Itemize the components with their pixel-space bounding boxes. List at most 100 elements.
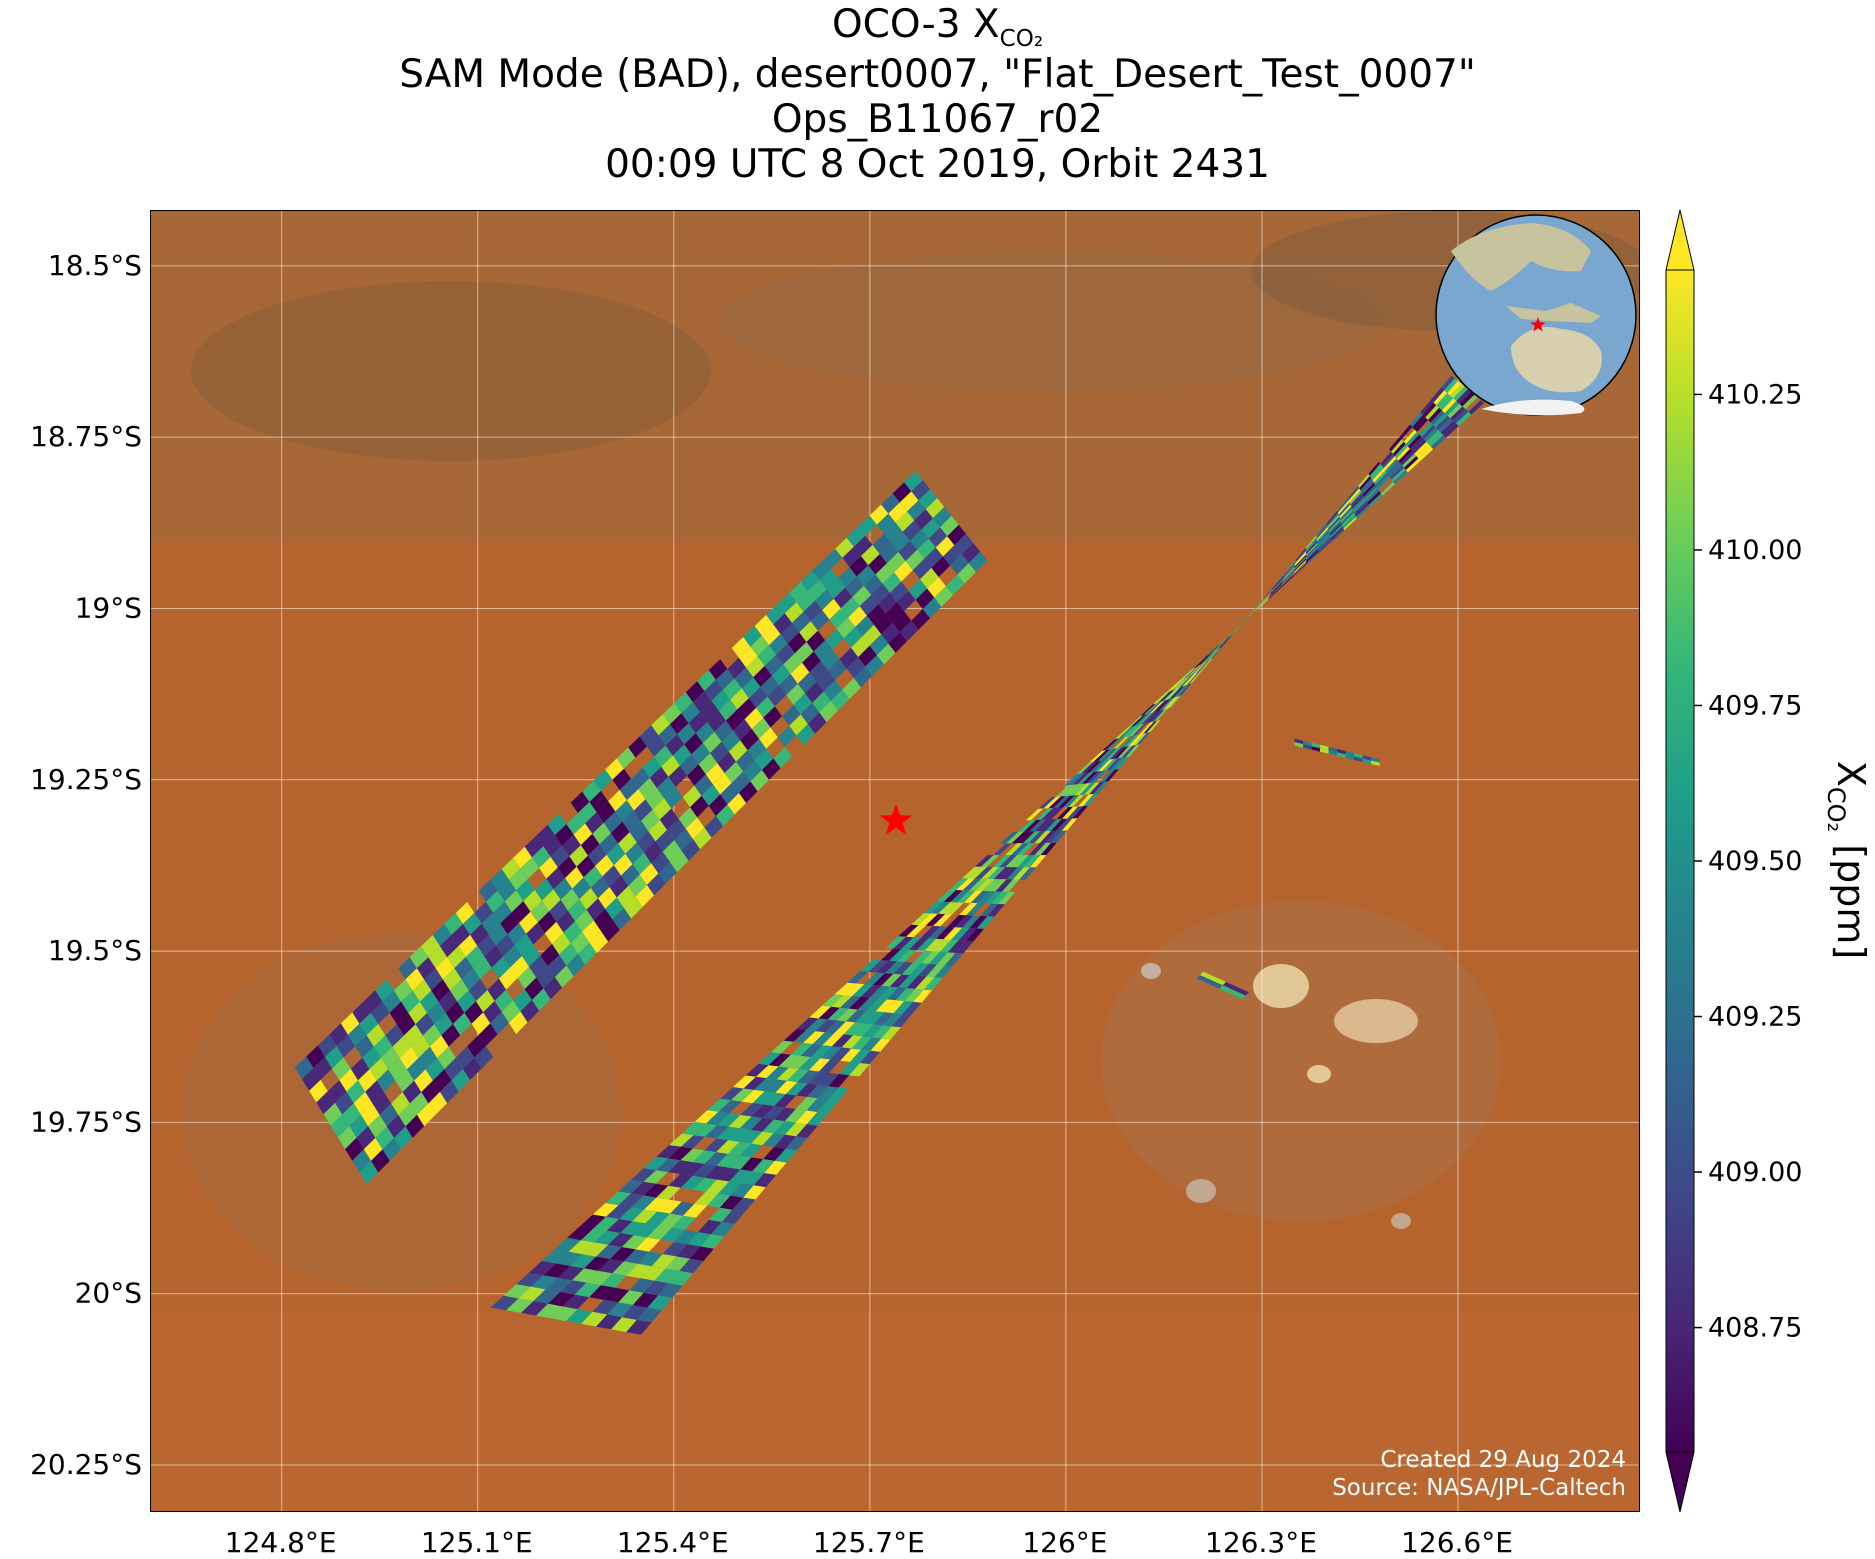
sounding-cell	[744, 707, 764, 730]
sounding-cell	[785, 1136, 808, 1151]
sounding-cell	[635, 885, 655, 907]
sounding-cell	[336, 1034, 356, 1058]
sounding-cell	[778, 1054, 801, 1068]
sounding-cell	[898, 540, 918, 562]
sounding-cell	[850, 1049, 871, 1063]
sounding-cell	[792, 611, 811, 633]
sounding-cell	[661, 755, 680, 777]
sounding-cell	[516, 1272, 544, 1287]
sounding-cell	[878, 986, 899, 1000]
sounding-cell	[875, 563, 895, 584]
sounding-cell	[969, 915, 988, 929]
sounding-cell	[615, 800, 634, 822]
sounding-cell	[750, 770, 769, 792]
sounding-cell	[680, 1162, 705, 1176]
sounding-cell	[664, 787, 683, 809]
sounding-cell	[511, 901, 531, 923]
sounding-cell	[849, 556, 869, 577]
sounding-cell	[501, 1000, 521, 1023]
sounding-cell	[519, 911, 538, 934]
map-canvas[interactable]: Created 29 Aug 2024 Source: NASA/JPL-Cal…	[151, 211, 1640, 1512]
sounding-cell	[1219, 985, 1246, 1000]
sounding-cell	[1337, 498, 1349, 513]
sounding-cell	[572, 1268, 599, 1283]
sounding-cell	[754, 614, 774, 636]
sounding-cell	[805, 681, 824, 703]
sounding-cell	[868, 554, 887, 575]
sounding-cell	[649, 766, 669, 789]
sounding-cell	[1127, 715, 1144, 728]
sounding-cell	[1306, 537, 1317, 552]
sounding-cell	[1178, 683, 1192, 697]
sounding-cell	[843, 983, 865, 996]
sounding-cell	[1376, 475, 1391, 490]
sounding-cell	[450, 979, 469, 1002]
sounding-cell	[962, 866, 981, 879]
sounding-cell	[727, 1141, 751, 1156]
sounding-cell	[1439, 395, 1454, 411]
sounding-cell	[668, 1160, 693, 1174]
sounding-cell	[619, 1207, 645, 1222]
sounding-cell	[884, 1000, 905, 1014]
sounding-cell	[993, 867, 1012, 880]
sounding-cell	[474, 1046, 494, 1069]
sounding-cell	[869, 504, 889, 525]
sounding-cell	[596, 1314, 622, 1330]
sounding-cell	[864, 972, 885, 985]
sounding-cell	[1080, 761, 1098, 774]
sounding-cell	[728, 1114, 752, 1129]
sounding-cell	[1412, 414, 1426, 430]
sounding-cell	[916, 938, 936, 951]
sounding-cell	[575, 909, 594, 932]
sounding-cell	[711, 689, 731, 711]
sounding-cell	[567, 899, 587, 922]
map-panel[interactable]: Created 29 Aug 2024 Source: NASA/JPL-Cal…	[150, 210, 1640, 1512]
sounding-cell	[1390, 465, 1404, 480]
sounding-cell	[1097, 759, 1114, 772]
lon-tick-label: 125.7°E	[813, 1526, 925, 1559]
sounding-cell	[553, 878, 573, 900]
sounding-cell	[1074, 783, 1091, 796]
sounding-cell	[455, 1046, 475, 1069]
sounding-cell	[1258, 592, 1272, 606]
sounding-cell	[1361, 480, 1374, 495]
sounding-cell	[855, 1010, 876, 1024]
sounding-cell	[962, 915, 981, 929]
sounding-cell	[497, 879, 517, 902]
sounding-cell	[728, 740, 748, 762]
sounding-cell	[717, 1113, 741, 1127]
sounding-cell	[602, 865, 621, 887]
sounding-cell	[810, 610, 830, 631]
sounding-cell	[800, 1044, 823, 1058]
sounding-cell	[332, 1057, 351, 1081]
sounding-cell	[961, 542, 981, 564]
sounding-cell	[697, 1219, 722, 1235]
sounding-cell	[555, 1251, 583, 1266]
sounding-cell	[1197, 653, 1212, 667]
sounding-cell	[1389, 437, 1402, 452]
sounding-cell	[1230, 622, 1243, 637]
sounding-cell	[866, 604, 886, 625]
sounding-cell	[911, 913, 931, 926]
sounding-cell	[1129, 723, 1145, 737]
sounding-cell	[807, 1071, 829, 1085]
sounding-cell	[902, 520, 922, 541]
sounding-cell	[1468, 400, 1485, 415]
sounding-cell	[731, 637, 751, 658]
sounding-cell	[717, 751, 736, 774]
sounding-cell	[862, 624, 882, 646]
sounding-cell	[836, 1008, 858, 1022]
sounding-cell	[1391, 439, 1404, 454]
sounding-cell	[589, 931, 609, 954]
sounding-cell	[596, 801, 616, 823]
sounding-cell	[719, 1195, 743, 1210]
sounding-cell	[1440, 420, 1456, 436]
sounding-cell	[1353, 498, 1367, 513]
sounding-cell	[468, 979, 488, 1002]
sounding-cell	[857, 997, 879, 1011]
sounding-cell	[984, 891, 1002, 904]
sounding-cell	[470, 923, 489, 946]
sounding-cell	[753, 1078, 777, 1092]
sounding-cell	[723, 678, 742, 700]
sounding-cell	[584, 1256, 610, 1271]
